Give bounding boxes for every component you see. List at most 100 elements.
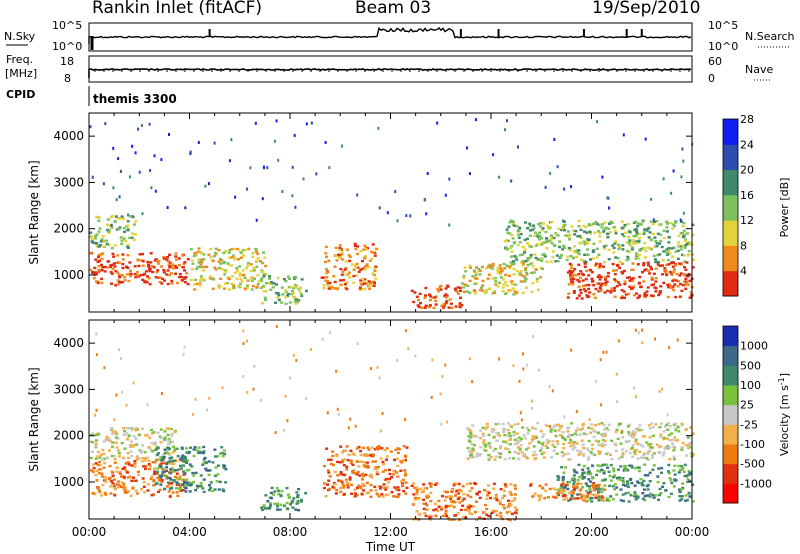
colorbar-tick: 16 [740,189,754,202]
heatmap-cell [634,431,638,434]
heatmap-cell [264,494,268,497]
heatmap-cell [487,273,491,276]
heatmap-cell [284,290,288,293]
heatmap-cell [648,436,652,439]
heatmap-noise [381,412,384,415]
heatmap-cell [521,245,525,249]
heatmap-cell [464,508,468,511]
heatmap-cell [655,443,659,446]
heatmap-cell [185,272,189,275]
heatmap-cell [199,278,203,282]
heatmap-cell [492,435,496,439]
heatmap-cell [524,260,528,263]
heatmap-cell [477,268,481,271]
heatmap-cell [369,489,373,492]
heatmap-cell [614,240,618,243]
heatmap-cell [335,488,339,492]
heatmap-cell [97,268,101,272]
heatmap-cell [659,285,663,288]
heatmap-noise [575,410,578,413]
heatmap-cell [535,277,539,281]
heatmap-cell [122,433,126,437]
colorbar-tick: -25 [740,418,758,431]
heatmap-cell [150,442,154,445]
heatmap-cell [261,508,265,512]
heatmap-cell [387,481,390,484]
heatmap-cell [666,295,670,299]
heatmap-cell [666,230,669,233]
heatmap-cell [602,479,606,482]
heatmap-cell [603,488,607,491]
heatmap-noise [118,195,121,199]
heatmap-cell [601,265,605,268]
heatmap-cell [503,458,507,461]
heatmap-cell [249,276,253,280]
heatmap-cell [104,478,108,481]
heatmap-cell [590,427,594,430]
heatmap-cell [569,438,572,442]
heatmap-cell [621,244,625,247]
heatmap-cell [575,255,579,258]
heatmap-cell [285,501,289,505]
heatmap-cell [478,269,482,273]
heatmap-cell [496,266,500,269]
heatmap-cell [641,220,645,223]
heatmap-cell [347,254,351,257]
heatmap-cell [587,449,591,452]
heatmap-cell [230,282,234,286]
heatmap-cell [122,226,126,230]
heatmap-cell [683,239,687,242]
heatmap-cell [412,502,416,505]
heatmap-cell [322,486,326,490]
heatmap-cell [335,454,339,458]
heatmap-cell [612,475,616,479]
heatmap-cell [571,442,575,445]
heatmap-cell [523,275,527,278]
heatmap-cell [586,467,590,470]
heatmap-cell [560,451,564,454]
heatmap-noise [234,195,237,199]
heatmap-cell [113,265,117,268]
heatmap-noise [150,186,153,190]
heatmap-cell [621,493,625,496]
heatmap-cell [591,464,594,467]
heatmap-cell [558,426,562,429]
heatmap-cell [509,424,513,427]
heatmap-cell [220,451,224,455]
heatmap-cell [544,483,548,486]
heatmap-cell [471,449,475,452]
heatmap-cell [653,245,657,248]
heatmap-cell [370,280,374,284]
heatmap-cell [534,453,538,457]
heatmap-cell [517,229,521,232]
heatmap-cell [167,482,171,486]
heatmap-cell [434,514,438,517]
heatmap-cell [515,432,519,435]
heatmap-cell [185,461,189,464]
heatmap-cell [642,263,646,267]
heatmap-cell [230,256,234,259]
heatmap-cell [597,274,601,277]
heatmap-cell [584,482,588,485]
heatmap-cell [517,452,521,455]
colorbar-tick: 1000 [740,340,768,353]
heatmap-cell [361,472,365,476]
heatmap-cell [657,467,661,470]
heatmap-cell [207,460,211,463]
heatmap-cell [102,457,106,460]
heatmap-cell [591,280,594,283]
heatmap-cell [333,483,337,486]
heatmap-cell [504,292,508,296]
heatmap-cell [182,266,185,269]
heatmap-cell [193,288,197,291]
heatmap-cell [96,280,100,283]
heatmap-cell [574,429,578,432]
heatmap-cell [603,247,606,250]
heatmap-cell [681,232,685,235]
heatmap-cell [512,499,516,502]
heatmap-noise [570,185,573,189]
heatmap-noise [519,411,522,415]
heatmap-cell [241,269,245,272]
heatmap-cell [606,428,610,432]
heatmap-cell [568,233,572,236]
